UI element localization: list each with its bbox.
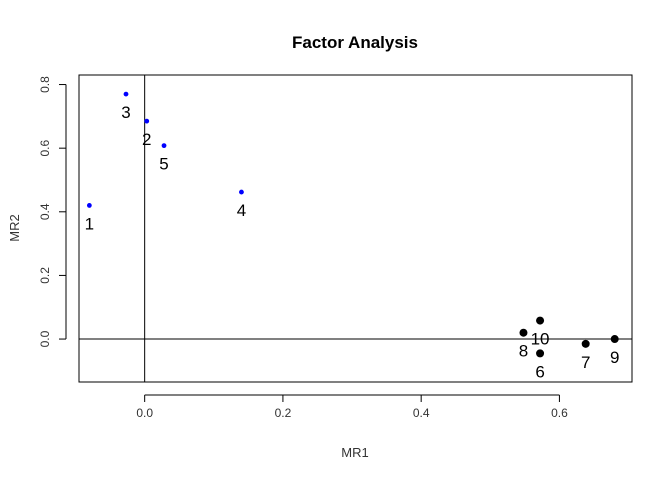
- data-point: [536, 349, 545, 358]
- point-label: 4: [237, 201, 246, 220]
- y-axis: 0.0 0.2 0.4 0.6 0.8: [38, 76, 67, 347]
- point-label: 2: [142, 130, 151, 149]
- x-tick-label: 0.2: [275, 406, 292, 420]
- reference-lines: [79, 75, 632, 382]
- y-tick-label: 0.0: [38, 330, 52, 347]
- point-label: 1: [85, 214, 94, 233]
- data-point: [519, 328, 528, 337]
- y-tick-label: 0.2: [38, 267, 52, 284]
- data-points: [86, 91, 619, 358]
- y-tick-label: 0.4: [38, 203, 52, 220]
- point-label: 8: [519, 342, 528, 361]
- data-point: [144, 118, 150, 124]
- y-axis-label: MR2: [7, 214, 22, 241]
- point-label: 6: [535, 362, 544, 381]
- data-point: [123, 91, 129, 97]
- plot-frame: [78, 74, 633, 383]
- y-tick-label: 0.8: [38, 76, 52, 93]
- data-point: [581, 339, 590, 348]
- data-point: [610, 335, 619, 344]
- x-tick-label: 0.4: [413, 406, 430, 420]
- point-label: 7: [581, 353, 590, 372]
- x-tick-label: 0.6: [551, 406, 568, 420]
- data-point: [86, 203, 92, 208]
- point-label: 10: [531, 330, 550, 349]
- y-tick-label: 0.6: [38, 140, 52, 157]
- x-tick-label: 0.0: [136, 406, 153, 420]
- data-point: [536, 316, 545, 325]
- x-axis: 0.0 0.2 0.4 0.6: [136, 394, 568, 420]
- data-point: [161, 143, 167, 149]
- data-point: [239, 189, 244, 195]
- point-label: 9: [610, 348, 619, 367]
- point-label: 5: [159, 155, 168, 174]
- point-label: 3: [121, 103, 130, 122]
- chart-title: Factor Analysis: [292, 33, 418, 52]
- x-axis-label: MR1: [341, 445, 368, 460]
